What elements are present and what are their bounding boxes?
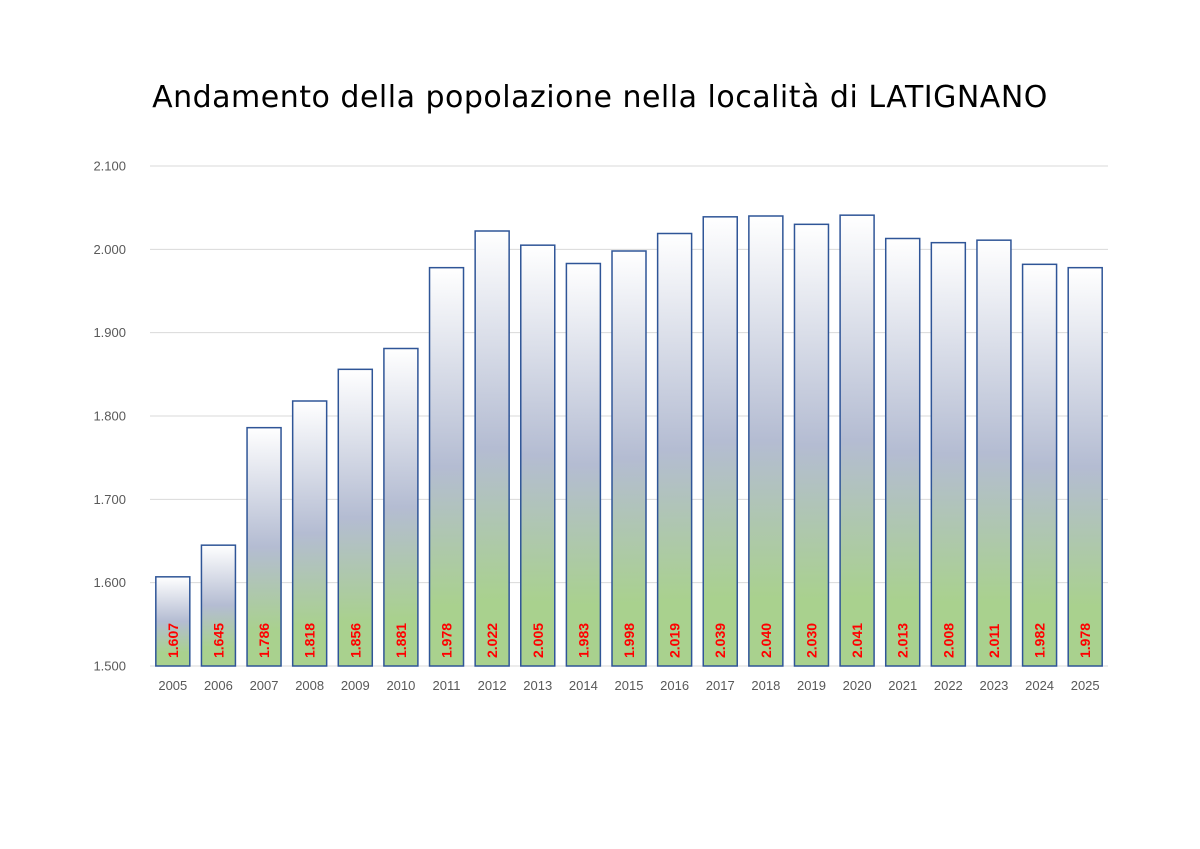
x-tick-label: 2021 [888,678,917,693]
data-label-2016: 2.019 [667,623,683,658]
bar-2018 [748,215,784,667]
bar-2021 [884,237,921,667]
data-label-2008: 1.818 [302,623,318,658]
bar-2016 [656,232,693,667]
x-tick-label: 2006 [204,678,233,693]
data-label-2010: 1.881 [393,623,409,658]
bar-2008 [291,400,328,667]
data-label-2023: 2.011 [986,624,1002,658]
y-axis-ticks: 1.500 1.600 1.700 1.800 1.900 2.000 2.100 [93,159,126,674]
bar-2013 [520,244,556,667]
y-tick-label: 1.500 [93,659,126,674]
data-label-2005: 1.607 [165,623,181,658]
y-tick-label: 1.900 [93,325,126,340]
bar-2006 [200,544,237,667]
bar-2015 [611,250,647,667]
bar-2010 [383,347,419,667]
data-label-2017: 2.039 [712,623,728,658]
bar-2019 [793,223,830,667]
x-tick-label: 2005 [158,678,187,693]
x-tick-label: 2022 [934,678,963,693]
data-label-2009: 1.856 [347,623,363,658]
y-tick-label: 2.000 [93,242,126,257]
x-tick-label: 2025 [1071,678,1100,693]
x-tick-label: 2024 [1025,678,1054,693]
x-axis-ticks: 2005 2006 2007 2008 2009 2010 2011 2012 2013 2014… [158,678,1099,693]
bar-2023 [976,239,1012,667]
bar-2009 [337,368,374,667]
bar-2007 [246,426,282,667]
bar-2022 [930,241,967,667]
chart-title: Andamento della popolazione nella locali… [152,80,1048,115]
bar-2024 [1021,263,1058,667]
x-tick-label: 2019 [797,678,826,693]
bar-2025 [1067,266,1103,667]
data-label-2025: 1.978 [1077,623,1093,658]
x-tick-label: 2017 [706,678,735,693]
bars [155,214,1103,667]
data-label-2022: 2.008 [940,623,956,658]
data-label-2007: 1.786 [256,623,272,658]
data-label-2011: 1.978 [439,623,455,658]
bar-2012 [474,230,510,667]
data-label-2014: 1.983 [575,623,591,658]
data-labels: 1.607 1.645 1.786 1.818 1.856 1.881 1.978 2.022… [165,623,1093,658]
x-tick-label: 2009 [341,678,370,693]
x-tick-label: 2023 [979,678,1008,693]
x-tick-label: 2012 [478,678,507,693]
x-tick-label: 2007 [250,678,279,693]
x-tick-label: 2008 [295,678,324,693]
x-tick-label: 2013 [523,678,552,693]
y-tick-label: 1.600 [93,575,126,590]
y-tick-label: 2.100 [93,159,126,174]
data-label-2018: 2.040 [758,623,774,658]
data-label-2024: 1.982 [1032,623,1048,658]
y-tick-label: 1.700 [93,492,126,507]
bar-2017 [702,216,738,667]
bar-2020 [839,214,875,667]
x-tick-label: 2015 [615,678,644,693]
x-tick-label: 2016 [660,678,689,693]
x-tick-label: 2018 [751,678,780,693]
data-label-2021: 2.013 [895,623,911,658]
bar-2014 [565,262,602,667]
x-tick-label: 2010 [386,678,415,693]
data-label-2006: 1.645 [210,623,226,658]
y-tick-label: 1.800 [93,409,126,424]
data-label-2015: 1.998 [621,623,637,658]
data-label-2013: 2.005 [530,623,546,658]
x-tick-label: 2014 [569,678,598,693]
data-label-2019: 2.030 [803,623,819,658]
bar-2005 [155,576,191,667]
x-tick-label: 2020 [843,678,872,693]
bar-2011 [428,266,465,667]
x-tick-label: 2011 [433,678,461,693]
data-label-2012: 2.022 [484,623,500,658]
data-label-2020: 2.041 [849,623,865,658]
